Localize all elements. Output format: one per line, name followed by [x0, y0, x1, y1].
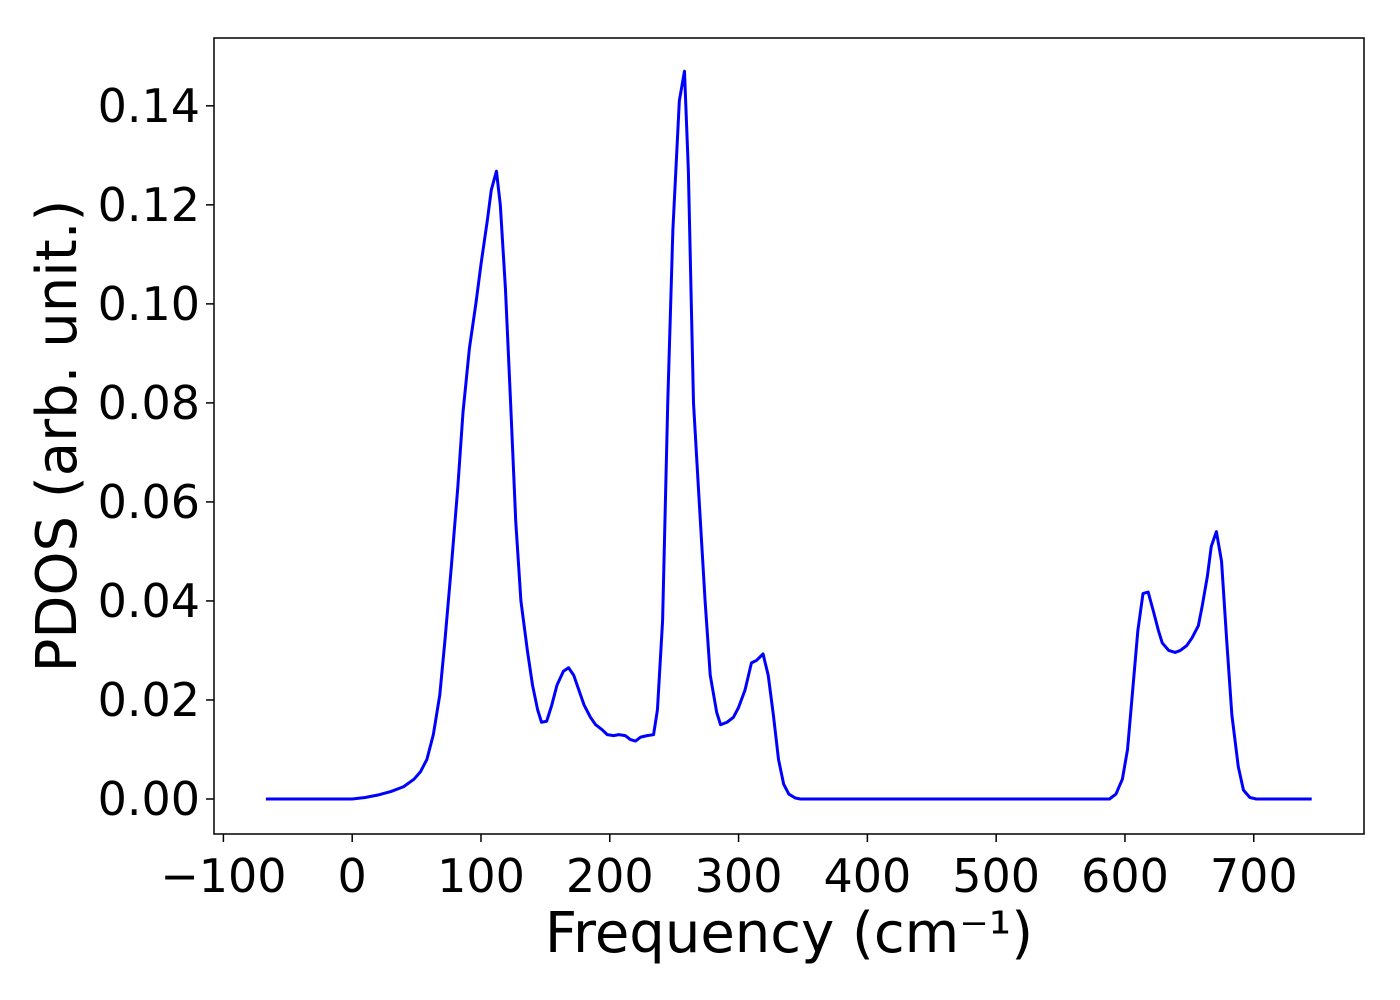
x-axis-label: Frequency (cm⁻¹) — [545, 901, 1033, 966]
x-tick-label: 700 — [1210, 849, 1298, 903]
y-tick-label: 0.08 — [98, 376, 200, 430]
y-tick-label: 0.12 — [98, 178, 200, 232]
y-tick-label: 0.14 — [98, 79, 200, 133]
y-axis-label: PDOS (arb. unit.) — [25, 200, 90, 673]
plot-frame — [213, 37, 1365, 835]
y-tick-label: 0.04 — [98, 574, 200, 628]
y-tick-label: 0.10 — [98, 277, 200, 331]
y-tick-label: 0.00 — [98, 772, 200, 826]
x-tick-label: −100 — [160, 849, 286, 903]
x-tick-label: 300 — [695, 849, 783, 903]
x-tick-label: 200 — [566, 849, 654, 903]
x-tick-label: 400 — [823, 849, 911, 903]
line — [265, 69, 1312, 801]
y-tick-label: 0.02 — [98, 673, 200, 727]
x-tick-label: 600 — [1081, 849, 1169, 903]
y-tick-label: 0.06 — [98, 475, 200, 529]
x-tick-label: 100 — [437, 849, 525, 903]
x-tick-label: 0 — [338, 849, 367, 903]
x-tick-label: 500 — [952, 849, 1040, 903]
